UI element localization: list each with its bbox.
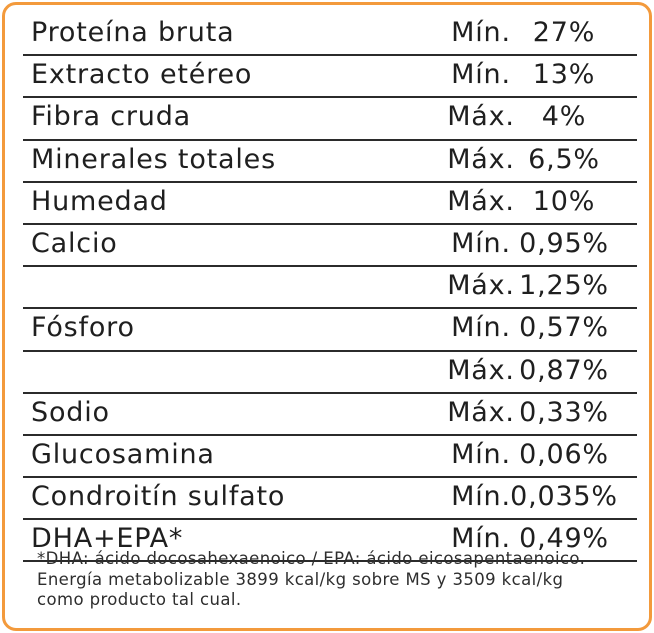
- limit-label: Máx.: [447, 396, 515, 428]
- table-row: Extracto etéreo Mín. 13%: [23, 56, 637, 99]
- limit-label: Mín.: [451, 227, 511, 259]
- table-row: Minerales totales Máx. 6,5%: [23, 141, 637, 183]
- nutrient-value: 0,035%: [510, 481, 618, 513]
- table-row: Máx. 1,25%: [23, 267, 637, 310]
- nutrient-value: 0,33%: [519, 396, 609, 428]
- limit-label: Máx.: [447, 185, 515, 217]
- limit-label: Máx.: [447, 270, 515, 302]
- limit-label: Mín.: [451, 481, 511, 513]
- table-row: Sodio Máx. 0,33%: [23, 394, 637, 436]
- nutrient-table: Proteína bruta Mín. 27% Extracto etéreo …: [23, 14, 637, 563]
- nutrient-name: Minerales totales: [31, 143, 276, 175]
- nutrient-value: 0,95%: [519, 227, 609, 259]
- nutrient-value: 0,06%: [519, 438, 609, 470]
- nutrient-name: Glucosamina: [31, 438, 215, 470]
- table-row: Calcio Mín. 0,95%: [23, 225, 637, 268]
- nutrient-name: Calcio: [31, 227, 118, 259]
- limit-label: Máx.: [447, 354, 515, 386]
- nutrient-name: DHA+EPA*: [31, 523, 184, 555]
- table-row: DHA+EPA* Mín. 0,49%: [23, 520, 637, 563]
- table-row: Fibra cruda Máx. 4%: [23, 98, 637, 141]
- limit-label: Máx.: [447, 143, 515, 175]
- table-row: Proteína bruta Mín. 27%: [23, 14, 637, 57]
- limit-label: Mín.: [451, 438, 511, 470]
- table-row: Humedad Máx. 10%: [23, 183, 637, 225]
- nutrient-name: Extracto etéreo: [31, 59, 253, 91]
- limit-label: Mín.: [451, 17, 511, 48]
- limit-label: Máx.: [447, 101, 515, 133]
- nutrient-name: Fibra cruda: [31, 101, 191, 133]
- nutrient-name: Fósforo: [31, 312, 135, 344]
- nutrient-name: Proteína bruta: [31, 17, 235, 48]
- nutrient-value: 4%: [541, 101, 587, 133]
- footnote-line: como producto tal cual.: [37, 590, 242, 609]
- limit-label: Mín.: [451, 59, 511, 91]
- nutrient-value: 27%: [532, 17, 596, 48]
- footnote: *DHA: ácido docosahexaenoico / EPA: ácid…: [37, 549, 637, 611]
- nutrient-value: 0,49%: [519, 523, 609, 555]
- nutrient-value: 0,57%: [519, 312, 609, 344]
- footnote-line: *DHA: ácido docosahexaenoico / EPA: ácid…: [37, 549, 586, 568]
- nutrient-value: 0,87%: [519, 354, 609, 386]
- nutrient-value: 10%: [532, 185, 596, 217]
- nutrient-name: Sodio: [31, 396, 110, 428]
- nutrient-name: Humedad: [31, 185, 168, 217]
- limit-label: Mín.: [451, 312, 511, 344]
- nutrient-value: 1,25%: [519, 270, 609, 302]
- limit-label: Mín.: [451, 523, 511, 555]
- table-row: Fósforo Mín. 0,57%: [23, 309, 637, 352]
- table-row: Glucosamina Mín. 0,06%: [23, 436, 637, 479]
- nutrient-value: 6,5%: [528, 143, 600, 175]
- nutrient-value: 13%: [532, 59, 596, 91]
- table-row: Máx. 0,87%: [23, 352, 637, 394]
- table-row: Condroitín sulfato Mín. 0,035%: [23, 478, 637, 521]
- footnote-line: Energía metabolizable 3899 kcal/kg sobre…: [37, 569, 564, 589]
- nutrient-name: Condroitín sulfato: [31, 481, 286, 513]
